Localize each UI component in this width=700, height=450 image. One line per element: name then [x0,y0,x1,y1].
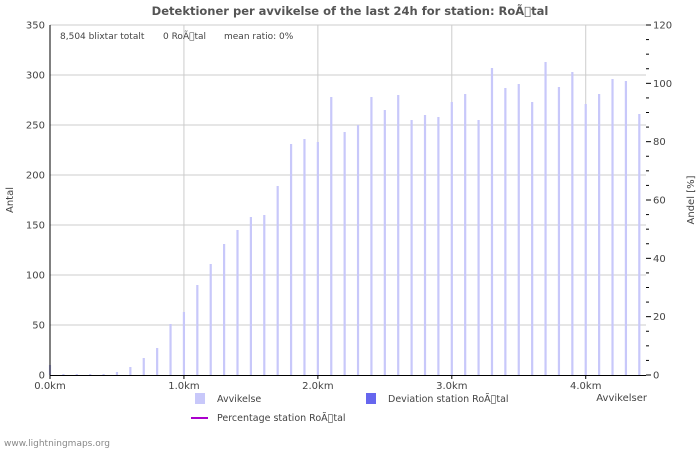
bar [517,84,520,375]
bar [209,264,212,375]
chart-title: Detektioner per avvikelse of the last 24… [152,3,549,18]
bar [89,374,92,375]
bar [490,68,494,375]
y-ticks-right: 0 20 40 60 80 100 120 [646,21,672,382]
grid-lines [50,24,646,375]
y-tick-label-left: 250 [26,121,45,132]
bar [370,97,373,375]
bar [531,102,534,375]
credit-link[interactable]: www.lightningmaps.org [4,439,110,449]
y-axis-label-left: Antal [5,187,16,213]
y-tick-label-right: 20 [653,312,666,323]
y-tick-label-right: 100 [653,79,672,90]
legend-item-deviation[interactable]: Deviation station RoÃ tal [366,393,509,405]
y-tick-label-left: 300 [26,71,45,82]
y-tick-label-left: 100 [26,271,45,282]
y-tick-label-left: 0 [39,371,45,382]
legend-label-deviation: Deviation station RoÃ tal [388,394,509,405]
x-tick-label: 2.0km [302,381,333,392]
y-tick-label-right: 0 [653,371,659,382]
bar [303,139,306,375]
bar [263,215,266,375]
bar [182,312,186,375]
total-count: 8,504 blixtar totalt [60,32,145,42]
bar [598,94,601,375]
bar [156,348,159,375]
bar [289,144,293,375]
bar [249,217,252,375]
y-tick-label-right: 60 [653,196,666,207]
mean-ratio: mean ratio: 0% [224,32,294,42]
y-tick-label-right: 40 [653,254,666,265]
bar [115,372,119,375]
legend-swatch-deviation [366,393,376,404]
bar [544,62,547,375]
bar [571,72,574,375]
x-tick-label: 0.0km [34,381,65,392]
bar [196,285,199,375]
y-tick-label-left: 350 [26,21,45,32]
bars [48,62,641,375]
bar [423,115,427,375]
bar [129,367,132,375]
bar [383,110,386,375]
x-ticks: 0.0km 1.0km 2.0km 3.0km 4.0km [34,375,601,392]
axes [49,25,646,376]
bar [236,230,239,375]
x-tick-label: 3.0km [436,381,467,392]
bar [410,120,413,375]
bar [75,374,78,375]
legend-item-avvikelse[interactable]: Avvikelse [195,393,261,405]
bar [316,142,319,375]
bar [477,120,480,375]
bar [62,374,65,375]
y-tick-label-left: 50 [32,321,45,332]
y-tick-label-left: 200 [26,171,45,182]
legend-label-avvikelse: Avvikelse [217,394,261,405]
x-tick-label: 4.0km [570,381,601,392]
bar [464,94,467,375]
bar [504,88,507,375]
legend-item-percentage[interactable]: Percentage station RoÃ tal [191,413,346,424]
y-tick-label-right: 120 [653,21,672,32]
bar [638,114,641,375]
bar [356,125,360,375]
bar [276,186,279,375]
bar [343,132,346,375]
legend: Avvikelse Deviation station RoÃ tal Perc… [191,393,509,424]
bar [450,102,453,375]
bar [557,87,561,375]
bar [223,244,226,375]
bar [611,79,614,375]
station-count: 0 RoÃ tal [163,31,206,42]
bar [624,81,628,375]
legend-label-percentage: Percentage station RoÃ tal [217,413,346,424]
y-axis-label-right: Andel [%] [686,175,697,224]
bar [142,358,145,375]
y-ticks-left: 0 50 100 150 200 250 300 350 [26,21,45,382]
bar [330,97,333,375]
legend-swatch-avvikelse [195,393,205,404]
bar [397,95,400,375]
y-tick-label-right: 80 [653,137,666,148]
y-tick-label-left: 150 [26,221,45,232]
x-tick-label: 1.0km [168,381,199,392]
bar [102,374,105,375]
bar [584,104,587,375]
bar [169,324,172,375]
x-axis-label: Avvikelser [596,393,648,404]
bar [437,117,440,375]
